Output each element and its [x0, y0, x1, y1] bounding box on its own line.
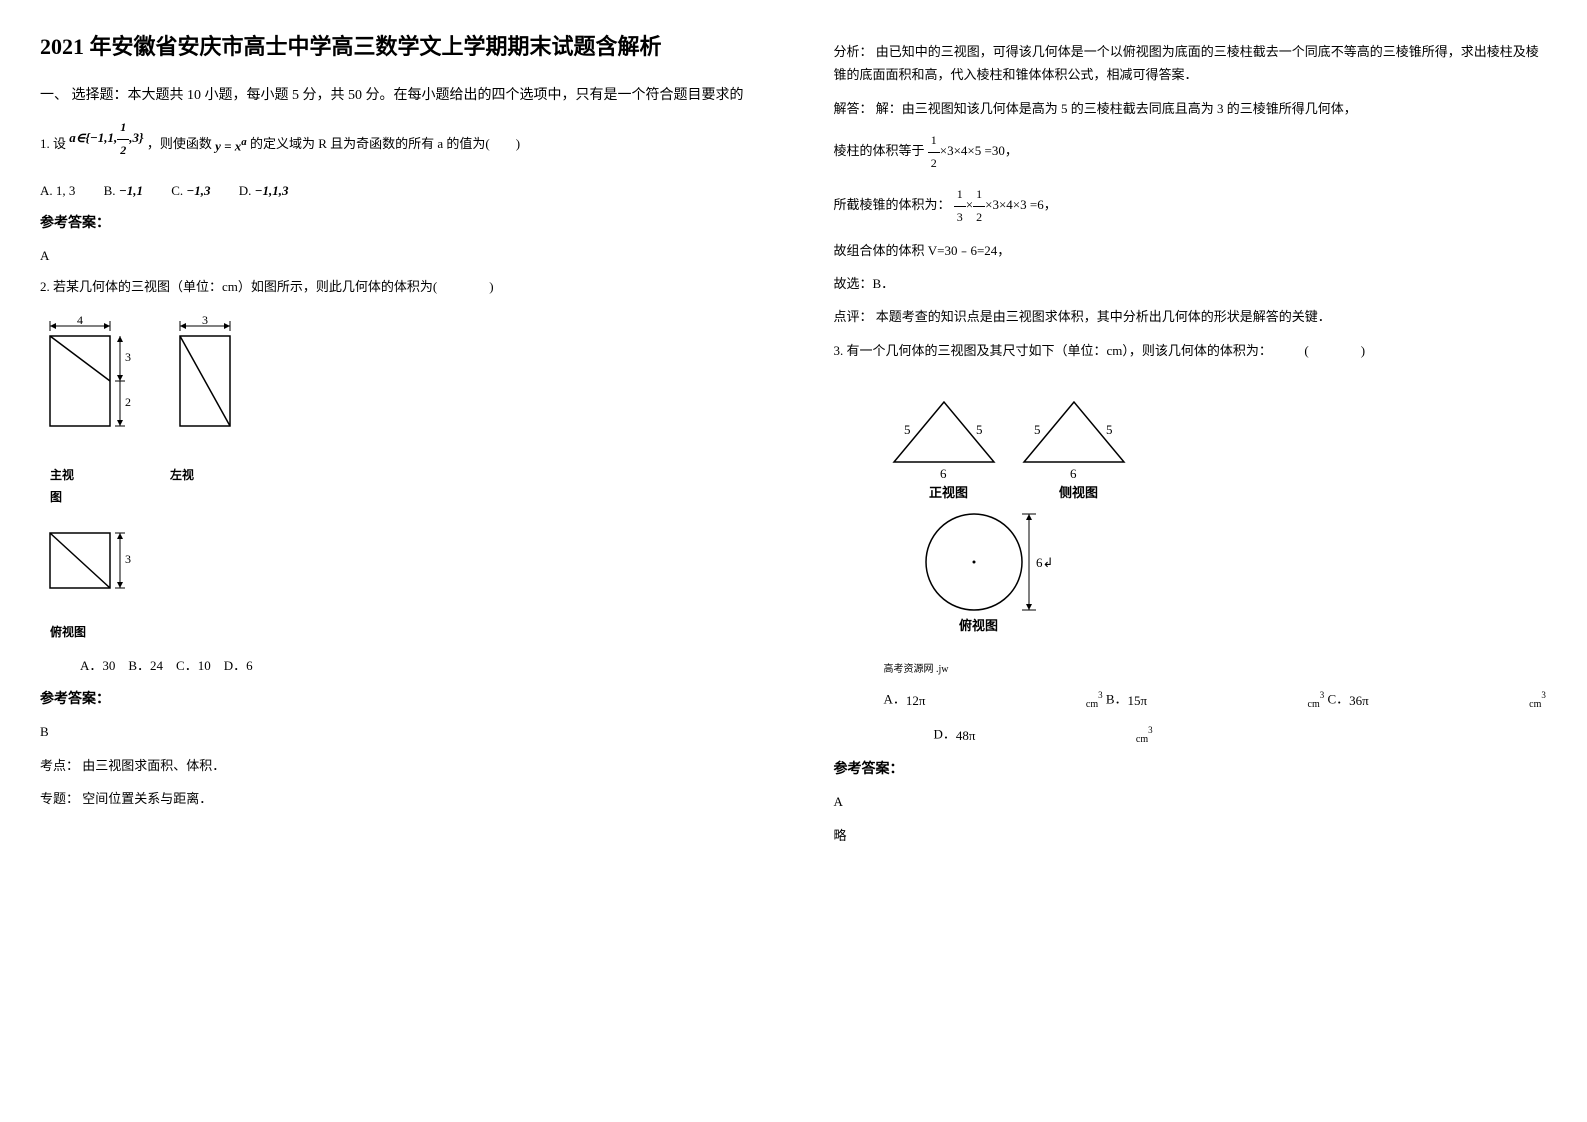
q3-options-row2: D．48πcm3	[934, 722, 1548, 749]
q2-answer: B	[40, 720, 754, 743]
prism-formula: 12×3×4×5	[928, 130, 982, 174]
q1-answer-label: 参考答案：	[40, 211, 754, 236]
cone-result: =6，	[1030, 197, 1057, 212]
dianping-text: 本题考查的知识点是由三视图求体积，其中分析出几何体的形状是解答的关键．	[876, 309, 1331, 324]
svg-text:2: 2	[125, 395, 131, 409]
right-column: 分析： 由已知中的三视图，可得该几何体是一个以俯视图为底面的三棱柱截去一个同底不…	[794, 0, 1587, 1122]
fenxi-label: 分析：	[834, 44, 873, 59]
q2-zhuanti: 专题： 空间位置关系与距离．	[40, 787, 754, 810]
svg-text:3: 3	[202, 313, 208, 327]
q1-opt-a: A. 1, 3	[40, 183, 75, 198]
jieda-intro-text: 解：由三视图知该几何体是高为 5 的三棱柱截去同底且高为 3 的三棱锥所得几何体…	[876, 101, 1357, 116]
svg-text:6: 6	[940, 466, 947, 481]
q3-answer: A	[834, 790, 1548, 813]
svg-text:6↲: 6↲	[1036, 555, 1053, 570]
zhuanti-label: 专题：	[40, 791, 79, 806]
q2-main-label: 主视图	[50, 465, 110, 508]
q3-diagram: 5 5 6 正视图 5 5 6 侧视图 6↲	[874, 392, 1548, 651]
svg-text:3: 3	[125, 552, 131, 566]
q2-kaodian: 考点： 由三视图求面积、体积．	[40, 754, 754, 777]
q1-func: y = xa	[215, 133, 247, 158]
q1-suffix: 的定义域为 R 且为奇函数的所有 a 的值为( )	[250, 136, 520, 151]
q1-opt-d: D. −1,1,3	[239, 183, 289, 198]
q2-top-svg: 3	[40, 523, 160, 603]
svg-text:6: 6	[1070, 466, 1077, 481]
q2-prism-formula: 棱柱的体积等于 12×3×4×5 =30，	[834, 130, 1548, 174]
svg-text:正视图: 正视图	[929, 485, 968, 500]
q2-options: A．30 B．24 C．10 D．6	[80, 654, 754, 677]
q3-answer-label: 参考答案：	[834, 757, 1548, 782]
kaodian-label: 考点：	[40, 758, 79, 773]
q3-opt-c: C．36πcm3	[1328, 687, 1546, 714]
svg-text:5: 5	[904, 422, 911, 437]
svg-text:侧视图: 侧视图	[1059, 485, 1098, 500]
q1-mid: ，则使函数	[147, 136, 212, 151]
q1-set: a∈{−1,1,12,3}	[69, 117, 143, 161]
cone-formula: 13×12×3×4×3	[954, 184, 1027, 228]
q2-cone-formula: 所截棱锥的体积为： 13×12×3×4×3 =6，	[834, 184, 1548, 228]
zhuanti-text: 空间位置关系与距离．	[82, 791, 212, 806]
q2-top-view: 3	[40, 523, 754, 612]
q2-fenxi: 分析： 由已知中的三视图，可得该几何体是一个以俯视图为底面的三棱柱截去一个同底不…	[834, 40, 1548, 87]
q2-view-labels-row1: 主视图 左视	[50, 460, 754, 513]
q1-opt-c: C. −1,3	[171, 183, 210, 198]
q1-prefix: 1. 设	[40, 136, 66, 151]
q3-opt-d: D．48πcm3	[934, 722, 1153, 749]
q2-jieda-intro: 解答： 解：由三视图知该几何体是高为 5 的三棱柱截去同底且高为 3 的三棱锥所…	[834, 97, 1548, 120]
svg-text:3: 3	[125, 350, 131, 364]
left-column: 2021 年安徽省安庆市高士中学高三数学文上学期期末试题含解析 一、 选择题：本…	[0, 0, 794, 1122]
q3-options-row1: A．12πcm3 B．15πcm3 C．36πcm3	[884, 687, 1548, 714]
prism-result: =30，	[985, 143, 1018, 158]
svg-text:5: 5	[976, 422, 983, 437]
kaodian-text: 由三视图求面积、体积．	[82, 758, 225, 773]
svg-text:5: 5	[1106, 422, 1113, 437]
q3-opt-b: B．15πcm3	[1106, 687, 1324, 714]
q1-opt-b: B. −1,1	[104, 183, 143, 198]
svg-text:俯视图: 俯视图	[959, 618, 998, 633]
q2-combined: 故组合体的体积 V=30﹣6=24，	[834, 239, 1548, 262]
q3-watermark: 高考资源网 .jw	[884, 661, 1548, 679]
q3-svg: 5 5 6 正视图 5 5 6 侧视图 6↲	[874, 392, 1154, 642]
section-heading: 一、 选择题：本大题共 10 小题，每小题 5 分，共 50 分。在每小题给出的…	[40, 83, 754, 108]
q2-dianping: 点评： 本题考查的知识点是由三视图求体积，其中分析出几何体的形状是解答的关键．	[834, 305, 1548, 328]
prism-prefix: 棱柱的体积等于	[834, 143, 925, 158]
q2-left-label: 左视	[170, 465, 194, 508]
question-2: 2. 若某几何体的三视图（单位：cm）如图所示，则此几何体的体积为( )	[40, 275, 754, 298]
svg-text:4: 4	[77, 313, 83, 327]
question-3: 3. 有一个几何体的三视图及其尺寸如下（单位：cm），则该几何体的体积为： ( …	[834, 339, 1548, 362]
fenxi-text: 由已知中的三视图，可得该几何体是一个以俯视图为底面的三棱柱截去一个同底不等高的三…	[834, 44, 1539, 82]
q2-top-label: 俯视图	[50, 622, 754, 644]
dianping-label: 点评：	[834, 309, 873, 324]
q2-main-left-svg: 4 3 2 3	[40, 311, 290, 441]
q3-opt-a: A．12πcm3	[884, 687, 1103, 714]
q2-views-row1: 4 3 2 3	[40, 311, 754, 450]
q1-answer: A	[40, 244, 754, 267]
q2-answer-label: 参考答案：	[40, 687, 754, 712]
q2-conclusion: 故选：B．	[834, 272, 1548, 295]
jieda-label: 解答：	[834, 101, 873, 116]
q3-lue: 略	[834, 824, 1548, 847]
cone-prefix: 所截棱锥的体积为：	[834, 197, 951, 212]
page-title: 2021 年安徽省安庆市高士中学高三数学文上学期期末试题含解析	[40, 30, 754, 63]
svg-text:5: 5	[1034, 422, 1041, 437]
q1-options: A. 1, 3 B. −1,1 C. −1,3 D. −1,1,3	[40, 179, 754, 202]
question-1: 1. 设 a∈{−1,1,12,3} ，则使函数 y = xa 的定义域为 R …	[40, 123, 754, 167]
